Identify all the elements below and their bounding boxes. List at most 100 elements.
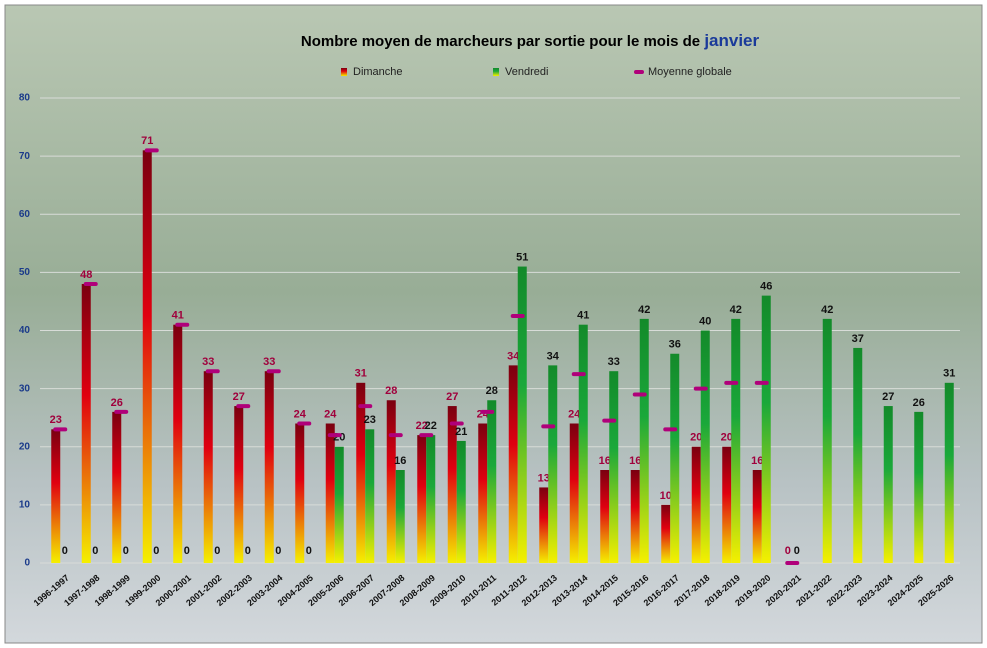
average-marker <box>602 418 617 423</box>
value-label: 23 <box>50 414 62 426</box>
bar <box>600 470 610 563</box>
y-tick-label: 0 <box>24 558 30 569</box>
value-label: 33 <box>263 356 275 368</box>
average-marker <box>541 424 556 429</box>
bar <box>365 429 375 563</box>
average-marker <box>175 322 190 327</box>
bar <box>731 318 741 563</box>
value-label: 34 <box>507 350 520 362</box>
value-label: 46 <box>760 281 772 293</box>
bar <box>700 330 710 563</box>
y-tick-label: 10 <box>19 500 31 511</box>
legend-swatch <box>634 70 644 74</box>
value-label: 40 <box>699 315 711 327</box>
bar <box>51 429 61 563</box>
chart-title: Nombre moyen de marcheurs par sortie pou… <box>301 31 760 50</box>
bar <box>112 411 122 563</box>
value-label: 0 <box>245 545 251 557</box>
value-label: 16 <box>599 455 611 467</box>
bar <box>670 353 680 563</box>
title-text: Nombre moyen de marcheurs par sortie pou… <box>301 33 700 50</box>
y-tick-label: 80 <box>19 93 31 104</box>
bar <box>203 371 213 563</box>
value-label: 31 <box>355 368 367 380</box>
value-label: 0 <box>306 545 312 557</box>
bar <box>569 423 579 563</box>
value-label: 20 <box>721 432 733 444</box>
bar <box>417 435 427 563</box>
value-label: 23 <box>364 414 376 426</box>
bar <box>478 423 488 563</box>
value-label: 0 <box>92 545 98 557</box>
bar <box>578 324 588 563</box>
y-tick-label: 20 <box>19 441 31 452</box>
average-marker <box>236 404 251 409</box>
average-marker <box>480 409 495 414</box>
value-label: 26 <box>111 397 123 409</box>
bar <box>386 400 396 563</box>
bar <box>661 504 671 563</box>
average-marker <box>144 148 159 153</box>
legend-swatch <box>341 68 347 76</box>
bar <box>142 150 152 563</box>
average-marker <box>358 404 373 409</box>
value-label: 27 <box>882 391 894 403</box>
value-label: 0 <box>153 545 159 557</box>
average-marker <box>693 386 708 391</box>
bar <box>447 406 457 563</box>
value-label: 24 <box>324 408 337 420</box>
value-label: 22 <box>425 420 437 432</box>
bar <box>761 295 771 563</box>
value-label: 27 <box>446 391 458 403</box>
value-label: 36 <box>669 339 681 351</box>
bar <box>822 318 832 563</box>
bar <box>630 470 640 563</box>
value-label: 0 <box>123 545 129 557</box>
average-marker <box>632 392 647 397</box>
value-label: 42 <box>730 304 742 316</box>
value-label: 26 <box>913 397 925 409</box>
value-label: 24 <box>294 408 307 420</box>
bar <box>456 440 466 563</box>
value-label: 0 <box>62 545 68 557</box>
value-label: 16 <box>394 455 406 467</box>
value-label: 51 <box>516 251 528 263</box>
average-marker <box>327 433 342 438</box>
value-label: 37 <box>852 333 864 345</box>
average-marker <box>724 380 739 385</box>
average-marker <box>114 409 129 414</box>
bar <box>395 470 405 563</box>
value-label: 0 <box>214 545 220 557</box>
value-label: 42 <box>638 304 650 316</box>
value-label: 21 <box>455 426 467 438</box>
legend-label: Dimanche <box>353 66 403 78</box>
value-label: 10 <box>660 490 672 502</box>
average-marker <box>53 427 68 432</box>
bar <box>173 324 183 563</box>
bar <box>81 284 91 563</box>
value-label: 16 <box>629 455 641 467</box>
average-marker <box>419 433 434 438</box>
bar <box>264 371 274 563</box>
bar <box>639 318 649 563</box>
bar <box>609 371 619 563</box>
average-marker <box>297 421 312 426</box>
value-label: 13 <box>538 472 550 484</box>
average-marker <box>785 561 800 565</box>
y-tick-label: 70 <box>19 151 31 162</box>
value-label: 33 <box>202 356 214 368</box>
bar <box>539 487 549 563</box>
bar <box>334 446 344 563</box>
value-label: 34 <box>547 350 560 362</box>
bar <box>325 423 335 563</box>
value-label: 0 <box>275 545 281 557</box>
average-marker <box>663 427 678 432</box>
bar <box>691 446 701 563</box>
bar <box>548 365 558 563</box>
y-tick-label: 60 <box>19 209 31 220</box>
value-label: 41 <box>577 310 589 322</box>
y-tick-label: 30 <box>19 383 31 394</box>
value-label: 27 <box>233 391 245 403</box>
legend-label: Moyenne globale <box>648 66 732 78</box>
